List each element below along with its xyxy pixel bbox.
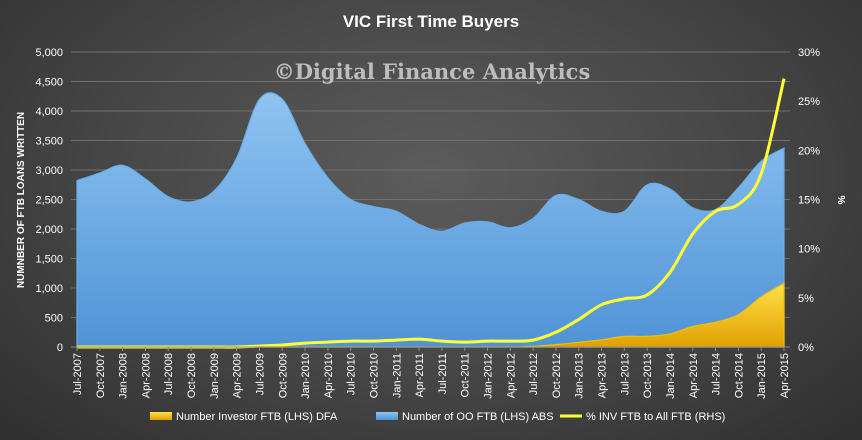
- y-tick-label: 3,000: [35, 165, 63, 177]
- y2-tick-label: 10%: [798, 244, 820, 256]
- x-tick-label: Jul-2012: [528, 353, 540, 395]
- y-tick-label: 4,500: [35, 77, 63, 89]
- x-tick-label: Jan-2008: [118, 353, 130, 399]
- y2-tick-label: 20%: [798, 145, 820, 157]
- x-tick-label: Jul-2011: [437, 353, 449, 394]
- x-tick-label: Apr-2013: [597, 353, 609, 398]
- legend-swatch: [150, 412, 172, 420]
- x-tick-label: Apr-2008: [140, 353, 152, 398]
- x-tick-label: Jan-2014: [665, 353, 677, 399]
- legend-label: Number of OO FTB (LHS) ABS: [402, 411, 554, 423]
- legend-swatch: [376, 412, 398, 420]
- x-tick-label: Apr-2010: [323, 353, 335, 398]
- x-tick-label: Oct-2012: [551, 353, 563, 398]
- x-tick-label: Apr-2009: [232, 353, 244, 398]
- x-tick-label: Jan-2012: [483, 353, 495, 399]
- x-tick-label: Jul-2007: [72, 353, 84, 395]
- x-tick-label: Oct-2008: [186, 353, 198, 398]
- y2-axis-title: %: [835, 196, 846, 205]
- y-tick-label: 2,500: [35, 195, 63, 207]
- y-tick-label: 1,000: [35, 283, 63, 295]
- x-tick-label: Jan-2009: [209, 353, 221, 399]
- y-tick-label: 500: [45, 313, 63, 325]
- y2-tick-label: 5%: [798, 293, 814, 305]
- chart-title: VIC First Time Buyers: [343, 12, 519, 31]
- x-tick-label: Apr-2014: [688, 353, 700, 398]
- watermark-text: ©Digital Finance Analytics: [274, 59, 591, 84]
- x-tick-label: Apr-2011: [414, 353, 426, 397]
- y2-tick-label: 25%: [798, 96, 820, 108]
- area-layer: [76, 92, 785, 348]
- y-axis-right: 0% 5% 10% 15% 20% 25% 30%: [798, 47, 820, 354]
- x-tick-label: Jan-2015: [756, 353, 768, 399]
- y-tick-label: 3,500: [35, 136, 63, 148]
- x-tick-label: Jan-2011: [391, 353, 403, 398]
- y-tick-label: 5,000: [35, 47, 63, 59]
- y-tick-label: 0: [57, 342, 63, 354]
- x-tick-label: Oct-2007: [95, 353, 107, 398]
- y2-tick-label: 30%: [798, 47, 820, 59]
- x-tick-label: Jan-2013: [574, 353, 586, 399]
- y2-tick-label: 15%: [798, 195, 820, 207]
- x-tick-label: Jul-2010: [346, 353, 358, 395]
- legend: Number Investor FTB (LHS) DFA Number of O…: [150, 411, 725, 423]
- y-tick-label: 4,000: [35, 106, 63, 118]
- x-tick-label: Oct-2010: [369, 353, 381, 398]
- x-tick-label: Oct-2009: [277, 353, 289, 398]
- x-tick-label: Oct-2011: [460, 353, 472, 397]
- x-tick-label: Apr-2015: [779, 353, 791, 398]
- x-tick-label: Jul-2014: [711, 353, 723, 395]
- y-tick-label: 2,000: [35, 224, 63, 236]
- y2-tick-label: 0%: [798, 342, 814, 354]
- x-tick-label: Jul-2009: [255, 353, 267, 395]
- y-axis-title: NUMNBER OF FTB LOANS WRITTEN: [16, 112, 27, 288]
- y-axis-left: 0 500 1,000 1,500 2,000 2,500 3,000 3,500 4,000 4…: [35, 47, 63, 354]
- legend-label: Number Investor FTB (LHS) DFA: [176, 411, 338, 423]
- x-tick-label: Jul-2008: [163, 353, 175, 395]
- x-tick-label: Oct-2013: [642, 353, 654, 398]
- x-tick-label: Jul-2013: [619, 353, 631, 395]
- legend-label: % INV FTB to All FTB (RHS): [586, 411, 725, 423]
- x-tick-label: Oct-2014: [733, 353, 745, 398]
- x-axis: Jul-2007 Oct-2007 Jan-2008 Apr-2008 Jul-2008…: [71, 346, 791, 399]
- x-tick-label: Jan-2010: [300, 353, 312, 399]
- series-area: [76, 92, 785, 348]
- x-tick-label: Apr-2012: [505, 353, 517, 398]
- y-tick-label: 1,500: [35, 254, 63, 266]
